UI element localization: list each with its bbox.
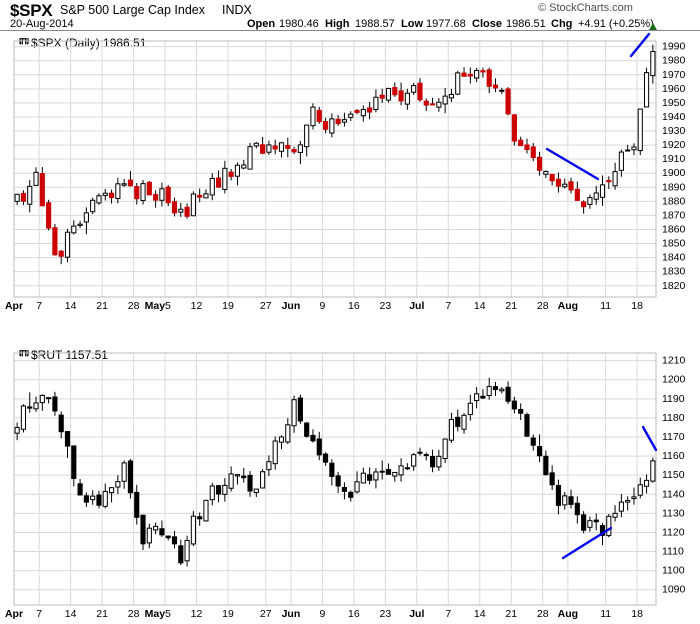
svg-text:Aug: Aug [558,300,578,312]
svg-text:Jul: Jul [409,300,424,312]
svg-text:14: 14 [474,608,486,620]
svg-text:1960: 1960 [662,83,686,95]
svg-text:18: 18 [631,300,643,312]
svg-text:21: 21 [96,608,108,620]
svg-text:12: 12 [191,608,203,620]
svg-text:1860: 1860 [662,223,686,235]
svg-text:1090: 1090 [662,584,686,596]
svg-text:1910: 1910 [662,153,686,165]
svg-text:21: 21 [96,300,108,312]
svg-text:Jun: Jun [282,300,301,312]
svg-text:Apr: Apr [5,300,23,312]
svg-text:18: 18 [631,608,643,620]
svg-text:12: 12 [191,300,203,312]
svg-text:Jul: Jul [409,608,424,620]
svg-text:7: 7 [445,300,451,312]
svg-text:1190: 1190 [662,393,685,405]
svg-text:1820: 1820 [662,280,686,292]
svg-text:1120: 1120 [662,526,685,538]
svg-text:5: 5 [165,608,171,620]
svg-text:Jun: Jun [282,608,301,620]
svg-text:27: 27 [260,300,272,312]
svg-text:16: 16 [348,608,360,620]
svg-text:1970: 1970 [662,69,686,81]
svg-text:16: 16 [348,300,360,312]
svg-text:11: 11 [600,608,611,620]
svg-text:May: May [145,300,166,312]
svg-text:11: 11 [600,300,611,312]
svg-text:1150: 1150 [662,469,685,481]
svg-text:21: 21 [505,608,517,620]
svg-text:14: 14 [65,300,77,312]
svg-text:1830: 1830 [662,266,686,278]
svg-text:1160: 1160 [662,450,685,462]
svg-text:1210: 1210 [662,355,686,367]
svg-text:28: 28 [128,300,140,312]
svg-text:Aug: Aug [558,608,578,620]
svg-text:27: 27 [260,608,272,620]
svg-text:May: May [145,608,166,620]
svg-text:1920: 1920 [662,139,686,151]
svg-text:7: 7 [36,608,42,620]
svg-text:14: 14 [474,300,486,312]
svg-text:1110: 1110 [662,546,684,558]
svg-text:1940: 1940 [662,111,686,123]
svg-text:1900: 1900 [662,167,686,179]
svg-text:9: 9 [319,300,325,312]
svg-text:1990: 1990 [662,41,686,53]
svg-text:9: 9 [319,608,325,620]
svg-text:1930: 1930 [662,125,686,137]
svg-text:19: 19 [222,608,234,620]
svg-text:1870: 1870 [662,209,686,221]
svg-text:28: 28 [537,300,549,312]
svg-text:1140: 1140 [662,488,685,500]
svg-text:7: 7 [445,608,451,620]
svg-text:5: 5 [165,300,171,312]
svg-text:1200: 1200 [662,374,686,386]
svg-text:1880: 1880 [662,195,686,207]
svg-text:19: 19 [222,300,234,312]
svg-text:1840: 1840 [662,252,686,264]
svg-text:23: 23 [380,300,392,312]
svg-text:1890: 1890 [662,181,686,193]
svg-text:1130: 1130 [662,507,685,519]
svg-text:1100: 1100 [662,565,685,577]
svg-text:28: 28 [537,608,549,620]
svg-text:28: 28 [128,608,140,620]
svg-text:1170: 1170 [662,431,685,443]
svg-text:1980: 1980 [662,55,686,67]
svg-text:23: 23 [380,608,392,620]
svg-text:21: 21 [505,300,517,312]
svg-text:14: 14 [65,608,77,620]
svg-text:7: 7 [36,300,42,312]
svg-text:1850: 1850 [662,238,686,250]
svg-text:1950: 1950 [662,97,686,109]
svg-text:1180: 1180 [662,412,685,424]
svg-text:Apr: Apr [5,608,23,620]
